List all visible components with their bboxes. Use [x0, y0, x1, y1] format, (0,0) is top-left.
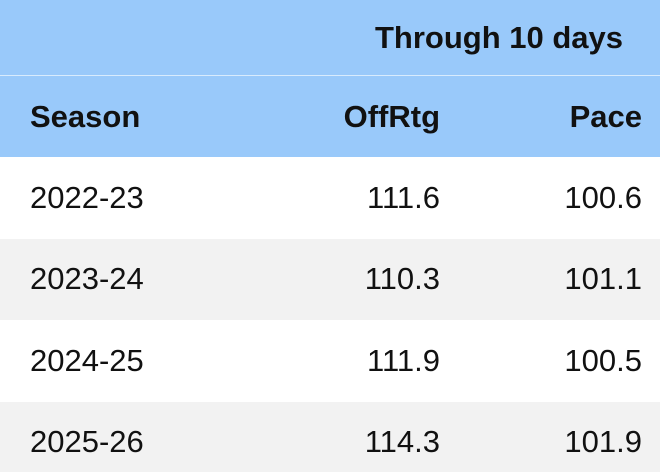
table-cell: 111.9 — [367, 342, 440, 378]
table-row: 2025-26 114.3 101.9 — [0, 401, 660, 472]
table-cell: 2024-25 — [30, 342, 144, 378]
table-row: 2023-24 110.3 101.1 — [0, 238, 660, 320]
table-cell: 100.5 — [564, 342, 642, 378]
group-header: Through 10 days — [374, 19, 624, 55]
table-cell: 2023-24 — [30, 261, 144, 297]
column-header-row: Season OffRtg Pace — [0, 76, 660, 157]
divider — [0, 75, 660, 76]
column-header: OffRtg — [343, 98, 440, 134]
table-cell: 110.3 — [364, 261, 440, 297]
table-cell: 100.6 — [564, 179, 642, 215]
column-header: Pace — [569, 98, 642, 134]
table-row: 2024-25 111.9 100.5 — [0, 320, 660, 402]
table-cell: 101.9 — [564, 424, 642, 460]
table-cell: 2025-26 — [30, 424, 144, 460]
table-row: 2022-23 111.6 100.6 — [0, 157, 660, 239]
table-cell: 2022-23 — [30, 179, 144, 215]
group-header-row: Through 10 days — [0, 0, 660, 75]
table-cell: 111.6 — [367, 179, 440, 215]
table-cell: 101.1 — [564, 261, 642, 297]
column-header: Season — [30, 98, 141, 134]
table-cell: 114.3 — [364, 424, 440, 460]
